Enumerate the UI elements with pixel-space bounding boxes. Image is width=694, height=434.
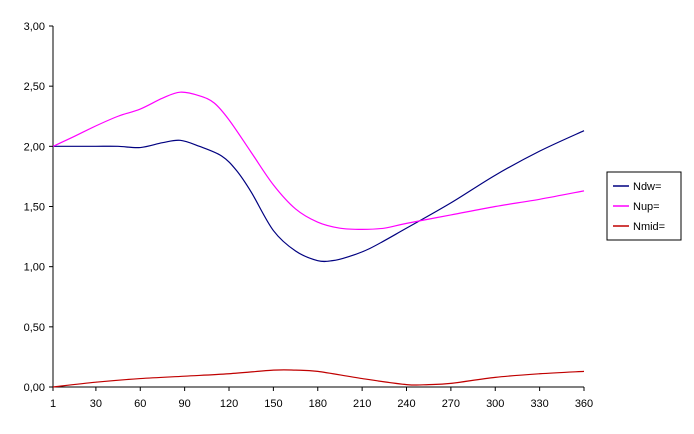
x-tick-label: 60 [134, 398, 146, 410]
x-tick-label: 330 [530, 398, 548, 410]
y-tick-label: 2,50 [24, 81, 45, 93]
x-tick-label: 150 [264, 398, 282, 410]
y-tick-label: 3,00 [24, 21, 45, 33]
y-tick-label: 0,00 [24, 382, 45, 394]
y-tick-label: 1,50 [24, 202, 45, 214]
x-tick-label: 90 [179, 398, 191, 410]
x-tick-label: 300 [486, 398, 504, 410]
x-tick-label: 180 [309, 398, 327, 410]
y-tick-label: 0,50 [24, 322, 45, 334]
series-line-ndw [53, 130, 585, 263]
x-tick-label: 270 [442, 398, 460, 410]
y-axis: 0,00 0,50 1,00 1,50 2,00 2,50 3,00 [24, 21, 54, 394]
series-lines [52, 91, 585, 388]
x-tick-label: 210 [353, 398, 371, 410]
legend-label: Nup= [633, 201, 660, 213]
x-axis: 1 30 60 90 120 150 180 210 240 270 300 330 360 [50, 386, 593, 410]
y-tick-label: 1,00 [24, 262, 45, 274]
x-tick-label: 360 [575, 398, 593, 410]
series-line-nup [52, 91, 585, 230]
x-tick-label: 240 [397, 398, 415, 410]
legend: Ndw= Nup= Nmid= [606, 171, 682, 241]
legend-label: Ndw= [633, 181, 661, 193]
x-tick-label: 1 [50, 398, 56, 410]
x-tick-label: 120 [220, 398, 238, 410]
x-tick-label: 30 [90, 398, 102, 410]
legend-label: Nmid= [633, 221, 665, 233]
series-line-nmid [52, 369, 585, 388]
y-tick-label: 2,00 [24, 141, 45, 153]
